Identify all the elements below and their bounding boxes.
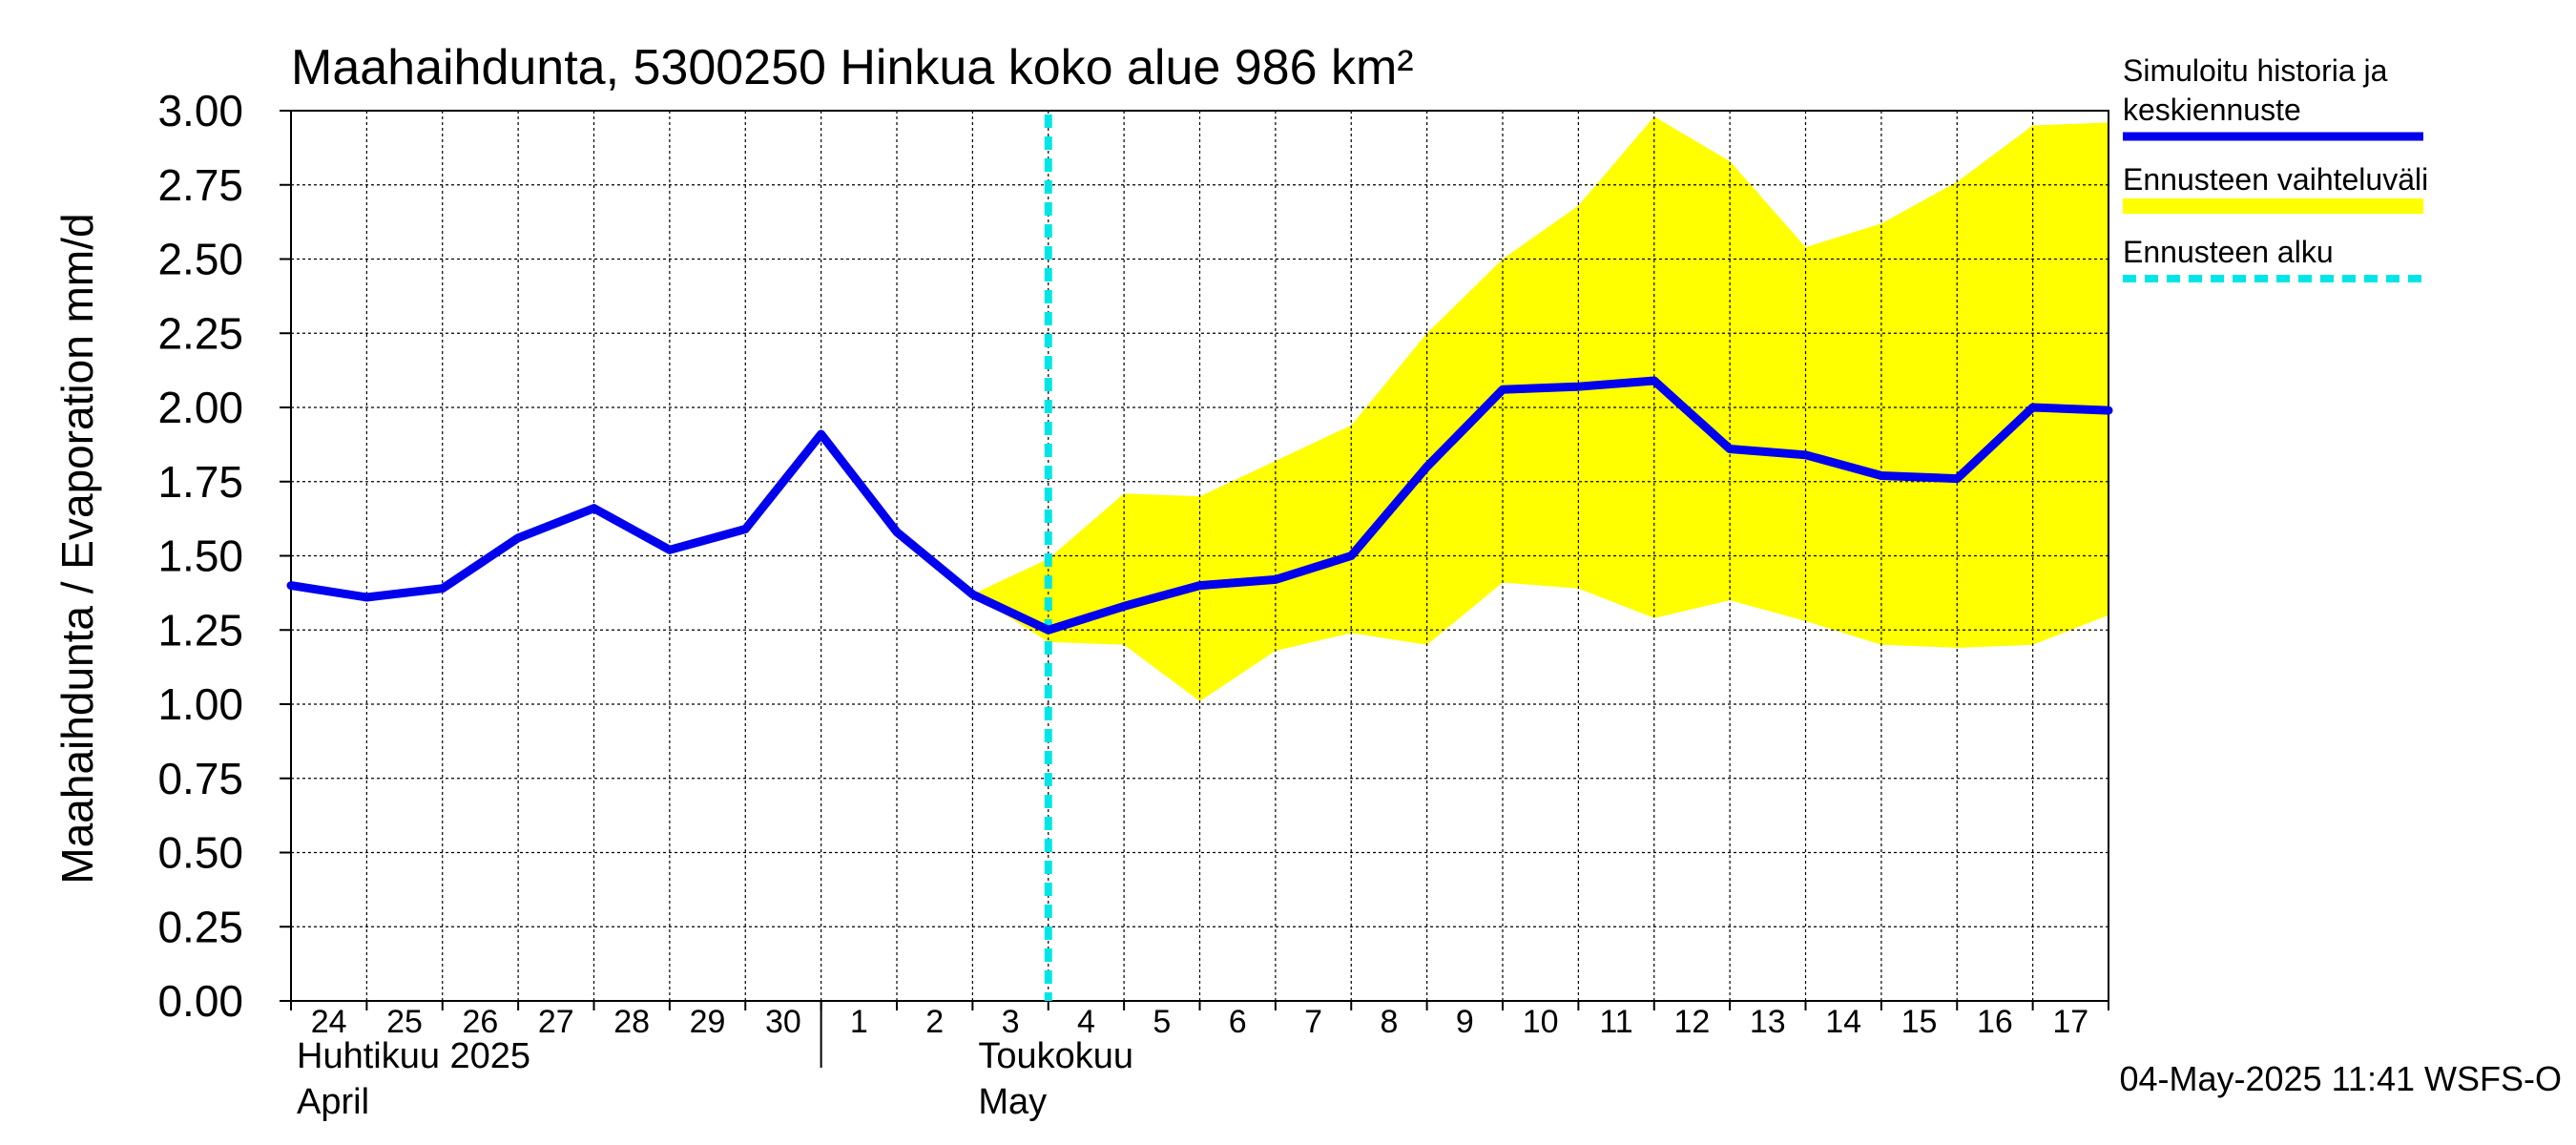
x-tick-label: 30 <box>765 1004 801 1040</box>
simulated-history-line <box>286 376 2113 635</box>
y-tick-label: 2.25 <box>157 308 243 358</box>
month-label: Huhtikuu 2025 <box>297 1036 530 1076</box>
x-tick-label: 9 <box>1456 1004 1474 1040</box>
x-tick-label: 4 <box>1077 1004 1095 1040</box>
x-tick-label: 1 <box>850 1004 868 1040</box>
y-tick-label: 2.00 <box>157 383 243 432</box>
month-label-english: April <box>297 1082 369 1122</box>
y-tick-label: 3.00 <box>157 86 243 135</box>
x-tick-label: 5 <box>1153 1004 1171 1040</box>
x-tick-label: 2 <box>925 1004 944 1040</box>
y-tick-label: 0.25 <box>157 902 243 951</box>
y-tick-label: 2.50 <box>157 235 243 284</box>
forecast-band-area <box>972 116 2109 701</box>
x-tick-label: 25 <box>386 1004 423 1040</box>
x-tick-label: 14 <box>1825 1004 1861 1040</box>
y-tick-label: 1.50 <box>157 531 243 581</box>
y-tick-label: 0.50 <box>157 828 243 878</box>
legend-label-forecast-start: Ennusteen alku <box>2123 235 2334 269</box>
y-axis-label: Maahaihdunta / Evaporation mm/d <box>52 213 102 884</box>
legend-label-range: Ennusteen vaihteluväli <box>2123 162 2428 197</box>
x-tick-label: 11 <box>1599 1004 1632 1040</box>
x-tick-label: 3 <box>1002 1004 1020 1040</box>
legend-swatch-range <box>2123 198 2423 214</box>
x-tick-label: 12 <box>1674 1004 1711 1040</box>
x-tick-label: 8 <box>1380 1004 1398 1040</box>
x-tick-label: 28 <box>613 1004 650 1040</box>
y-tick-label: 1.00 <box>157 679 243 729</box>
y-tick-label: 1.25 <box>157 605 243 655</box>
x-tick-label: 27 <box>538 1004 574 1040</box>
x-tick-label: 10 <box>1523 1004 1559 1040</box>
y-tick-label: 1.75 <box>157 457 243 507</box>
x-tick-label: 15 <box>1901 1004 1938 1040</box>
legend: Simuloitu historia ja keskiennuste Ennuste… <box>2123 53 2428 282</box>
x-axis-ticks: 24 25 26 27 28 29 30 1 2 3 4 5 6 7 8 9 10 11 12 13 14 15 16 17 <box>290 1001 2109 1040</box>
y-tick-label: 0.75 <box>157 754 243 803</box>
x-tick-label: 29 <box>690 1004 726 1040</box>
x-tick-label: 7 <box>1304 1004 1322 1040</box>
simulated-series-line <box>286 376 2113 635</box>
month-label-english: May <box>978 1082 1047 1122</box>
y-axis-ticks: 0.00 0.25 0.50 0.75 1.00 1.25 1.50 1.75 2.00 2.25… <box>157 86 291 1026</box>
x-tick-label: 24 <box>311 1004 347 1040</box>
y-tick-label: 2.75 <box>157 160 243 210</box>
forecast-range-band <box>972 116 2109 701</box>
timestamp: 04-May-2025 11:41 WSFS-O <box>2119 1059 2562 1098</box>
month-labels: Huhtikuu 2025 April Toukokuu May <box>297 1001 1133 1122</box>
chart-title: Maahaihdunta, 5300250 Hinkua koko alue 9… <box>291 40 1414 95</box>
x-tick-label: 6 <box>1229 1004 1247 1040</box>
x-tick-label: 17 <box>2052 1004 2088 1040</box>
y-tick-label: 0.00 <box>157 976 243 1026</box>
x-tick-label: 26 <box>463 1004 499 1040</box>
month-label: Toukokuu <box>978 1036 1133 1076</box>
x-tick-label: 13 <box>1750 1004 1786 1040</box>
x-tick-label: 16 <box>1977 1004 2013 1040</box>
legend-label-simulated: Simuloitu historia ja <box>2123 53 2388 88</box>
legend-label-simulated-cont: keskiennuste <box>2123 93 2301 127</box>
